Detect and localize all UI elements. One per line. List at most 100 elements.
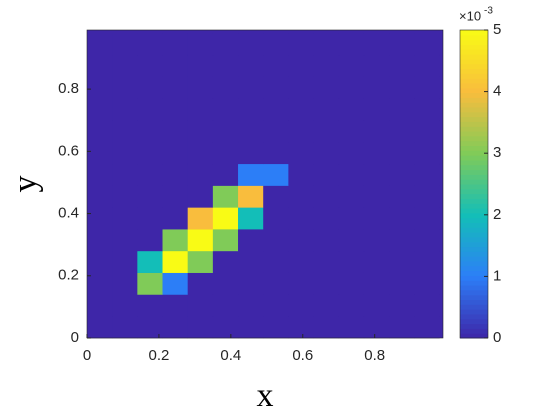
- colorbar-swatch: [460, 97, 488, 103]
- colorbar-tick-label: 1: [493, 267, 501, 284]
- heatmap-cell: [112, 33, 138, 56]
- colorbar-swatch: [460, 116, 488, 122]
- heatmap-cell: [137, 185, 163, 208]
- heatmap-cell: [363, 98, 390, 121]
- colorbar-swatch: [460, 304, 488, 310]
- heatmap-cell: [112, 120, 138, 143]
- heatmap-cell: [313, 185, 340, 208]
- colorbar-swatch: [460, 92, 488, 98]
- heatmap-cell: [414, 142, 440, 165]
- heatmap-cell: [338, 142, 365, 165]
- heatmap-cell: [263, 207, 289, 230]
- heatmap-cell: [263, 272, 289, 295]
- heatmap-cell: [263, 98, 289, 121]
- colorbar-swatch: [460, 34, 488, 41]
- heatmap-cell: [389, 294, 415, 317]
- heatmap-cell: [87, 207, 113, 230]
- colorbar-swatch: [460, 251, 488, 257]
- heatmap-cell: [389, 120, 415, 143]
- y-tick-label: 0.8: [58, 80, 79, 97]
- heatmap-cell: [187, 272, 214, 295]
- heatmap-cell: [414, 272, 440, 295]
- heatmap-cell: [137, 76, 163, 99]
- heatmap-cell: [87, 250, 113, 273]
- heatmap-cell: [238, 207, 264, 230]
- heatmap-cell: [263, 294, 289, 317]
- heatmap-cell: [389, 142, 415, 165]
- heatmap-cell: [263, 229, 289, 252]
- heatmap-cell: [414, 54, 440, 77]
- heatmap-cell: [338, 54, 365, 77]
- colorbar-swatch: [460, 179, 488, 185]
- colorbar-swatch: [460, 49, 488, 55]
- heatmap-cell: [363, 54, 390, 77]
- heatmap-cell: [187, 33, 214, 56]
- heatmap-cell: [288, 76, 314, 99]
- heatmap-cell: [338, 163, 365, 186]
- colorbar-swatch: [460, 140, 488, 146]
- x-tick-label: 0.4: [220, 347, 241, 364]
- heatmap-cell: [238, 229, 264, 252]
- heatmap-cell: [87, 142, 113, 165]
- heatmap-cell: [212, 163, 239, 186]
- heatmap-cell: [288, 316, 314, 339]
- heatmap-cell: [137, 120, 163, 143]
- heatmap-cell: [87, 185, 113, 208]
- heatmap-cell: [162, 54, 188, 77]
- heatmap-cell: [238, 250, 264, 273]
- heatmap-cell: [112, 98, 138, 121]
- heatmap-cell: [112, 294, 138, 317]
- colorbar-swatch: [460, 39, 488, 45]
- heatmap-cell: [389, 316, 415, 339]
- x-tick-label: 0.6: [292, 347, 313, 364]
- heatmap-cell: [137, 294, 163, 317]
- colorbar-swatch: [460, 164, 488, 171]
- heatmap-cell: [414, 185, 440, 208]
- heatmap-cell: [363, 163, 390, 186]
- heatmap-cell: [137, 316, 163, 339]
- heatmap-cell: [288, 185, 314, 208]
- heatmap-cell: [338, 207, 365, 230]
- heatmap-cell: [212, 33, 239, 56]
- heatmap-cell: [338, 316, 365, 339]
- heatmap-cell: [338, 98, 365, 121]
- colorbar-swatch: [460, 155, 488, 161]
- heatmap-cell: [112, 142, 138, 165]
- colorbar-frame: [459, 29, 489, 339]
- heatmap-cell: [288, 120, 314, 143]
- heatmap-cell: [112, 250, 138, 273]
- heatmap-cell: [212, 54, 239, 77]
- heatmap-cell: [313, 163, 340, 186]
- heatmap-cell: [112, 163, 138, 186]
- x-axis-label: x: [257, 377, 274, 414]
- heatmap-cell: [212, 294, 239, 317]
- heatmap-cell: [313, 33, 340, 56]
- heatmap-cell: [363, 294, 390, 317]
- heatmap-cell: [162, 207, 188, 230]
- colorbar-swatch: [460, 58, 488, 65]
- heatmap-cell: [87, 163, 113, 186]
- heatmap-cell: [288, 207, 314, 230]
- heatmap-cell: [112, 229, 138, 252]
- colorbar-swatch: [460, 203, 488, 209]
- heatmap-cell: [187, 185, 214, 208]
- colorbar-swatch: [460, 285, 488, 291]
- heatmap-cell: [212, 207, 239, 230]
- heatmap-cell: [187, 316, 214, 339]
- heatmap-cell: [414, 316, 440, 339]
- colorbar-swatch: [460, 208, 488, 214]
- colorbar-swatch: [460, 135, 488, 142]
- heatmap-cell: [112, 272, 138, 295]
- colorbar-swatch: [460, 323, 488, 329]
- heatmap-cell: [187, 294, 214, 317]
- heatmap-cell: [112, 76, 138, 99]
- heatmap-cell: [363, 142, 390, 165]
- heatmap-cell: [288, 98, 314, 121]
- colorbar-swatch: [460, 294, 488, 300]
- colorbar-swatch: [460, 87, 488, 94]
- colorbar-swatch: [460, 30, 488, 36]
- heatmap-cell: [263, 33, 289, 56]
- heatmap-cell: [212, 120, 239, 143]
- heatmap-cell: [363, 250, 390, 273]
- heatmap-cell: [238, 120, 264, 143]
